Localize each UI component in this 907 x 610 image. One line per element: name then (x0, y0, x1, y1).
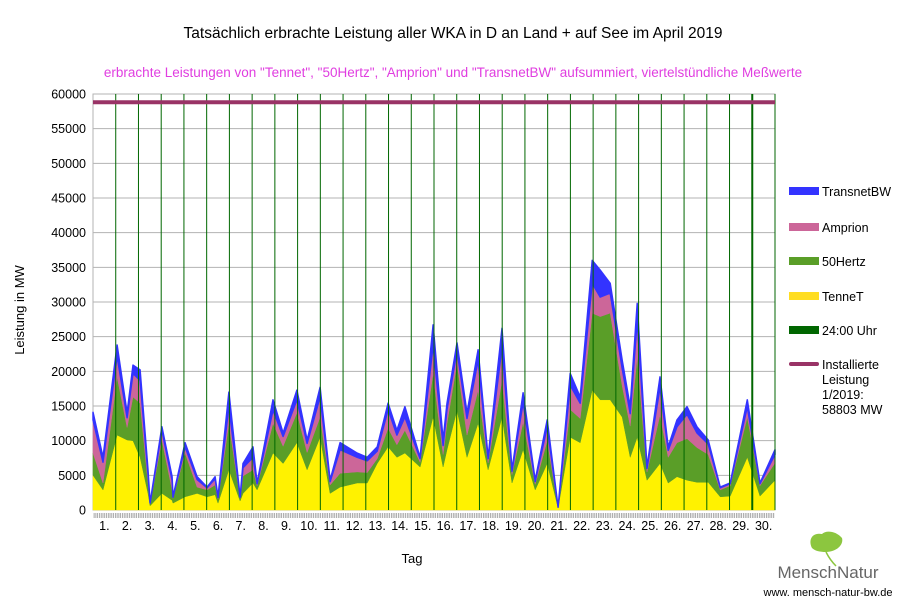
quarter-hour-ticks (93, 513, 775, 518)
x-tick-label: 4. (167, 519, 177, 533)
y-tick-label: 0 (79, 504, 86, 518)
y-tick-label: 35000 (51, 261, 86, 275)
x-tick-label: 17. (459, 519, 476, 533)
x-axis-label: Tag (402, 551, 423, 566)
y-tick-label: 60000 (51, 88, 86, 102)
x-tick-label: 10. (300, 519, 317, 533)
day-lines (115, 94, 776, 510)
x-tick-label: 3. (145, 519, 155, 533)
x-axis-ticks: 1. 2. 3. 4. 5. 6. 7. 8. 9. 10. 11. 12. 13. 14. 15. 16. 1… (99, 519, 772, 533)
x-tick-label: 16. (437, 519, 454, 533)
legend-swatch (789, 223, 819, 231)
y-tick-label: 20000 (51, 365, 86, 379)
y-tick-label: 50000 (51, 157, 86, 171)
x-tick-label: 9. (281, 519, 291, 533)
x-tick-label: 27. (687, 519, 704, 533)
legend-label: 58803 MW (822, 403, 883, 417)
y-tick-label: 15000 (51, 400, 86, 414)
x-tick-label: 18. (482, 519, 499, 533)
legend: TransnetBW Amprion 50Hertz TenneT 24:00 Uhr I… (789, 185, 891, 417)
x-tick-label: 19. (505, 519, 522, 533)
y-tick-label: 30000 (51, 296, 86, 310)
legend-label: TransnetBW (822, 185, 891, 199)
x-tick-label: 6. (213, 519, 223, 533)
y-tick-label: 55000 (51, 122, 86, 136)
y-axis-ticks: 0 5000 10000 15000 20000 25000 30000 35000 40000… (51, 88, 86, 518)
y-tick-label: 5000 (58, 469, 86, 483)
legend-label: Amprion (822, 221, 869, 235)
ginkgo-leaf-icon (810, 531, 843, 567)
legend-label: Leistung (822, 373, 869, 387)
x-tick-label: 28. (709, 519, 726, 533)
logo: MenschNatur www. mensch-natur-bw.de (763, 531, 893, 599)
x-tick-label: 5. (190, 519, 200, 533)
x-tick-label: 7. (236, 519, 246, 533)
legend-swatch (789, 326, 819, 334)
legend-label: 50Hertz (822, 255, 866, 269)
x-tick-label: 21. (550, 519, 567, 533)
x-tick-label: 11. (323, 519, 339, 533)
logo-url: www. mensch-natur-bw.de (763, 587, 893, 599)
x-tick-label: 30. (755, 519, 772, 533)
legend-swatch (789, 362, 819, 366)
x-tick-label: 23. (596, 519, 613, 533)
chart-subtitle: erbrachte Leistungen von "Tennet", "50He… (104, 65, 802, 80)
x-tick-label: 29. (732, 519, 749, 533)
legend-label: TenneT (822, 290, 864, 304)
x-tick-label: 1. (99, 519, 109, 533)
x-tick-label: 26. (664, 519, 681, 533)
x-tick-label: 15. (414, 519, 431, 533)
y-tick-label: 10000 (51, 434, 86, 448)
x-tick-label: 20. (528, 519, 545, 533)
x-tick-label: 14. (391, 519, 408, 533)
x-tick-label: 2. (122, 519, 132, 533)
y-tick-label: 25000 (51, 330, 86, 344)
legend-label: 24:00 Uhr (822, 324, 877, 338)
legend-swatch (789, 187, 819, 195)
legend-label: 1/2019: (822, 388, 864, 402)
x-tick-label: 13. (368, 519, 385, 533)
legend-swatch (789, 257, 819, 265)
y-tick-label: 40000 (51, 226, 86, 240)
chart-title: Tatsächlich erbrachte Leistung aller WKA… (184, 25, 723, 42)
x-tick-label: 12. (346, 519, 363, 533)
y-axis-label: Leistung in MW (12, 264, 27, 354)
x-tick-label: 25. (641, 519, 658, 533)
x-tick-label: 8. (258, 519, 268, 533)
legend-label: Installierte (822, 358, 879, 372)
x-tick-label: 24. (619, 519, 636, 533)
x-tick-label: 22. (573, 519, 590, 533)
logo-name: MenschNatur (777, 563, 878, 582)
legend-swatch (789, 292, 819, 300)
y-tick-label: 45000 (51, 192, 86, 206)
